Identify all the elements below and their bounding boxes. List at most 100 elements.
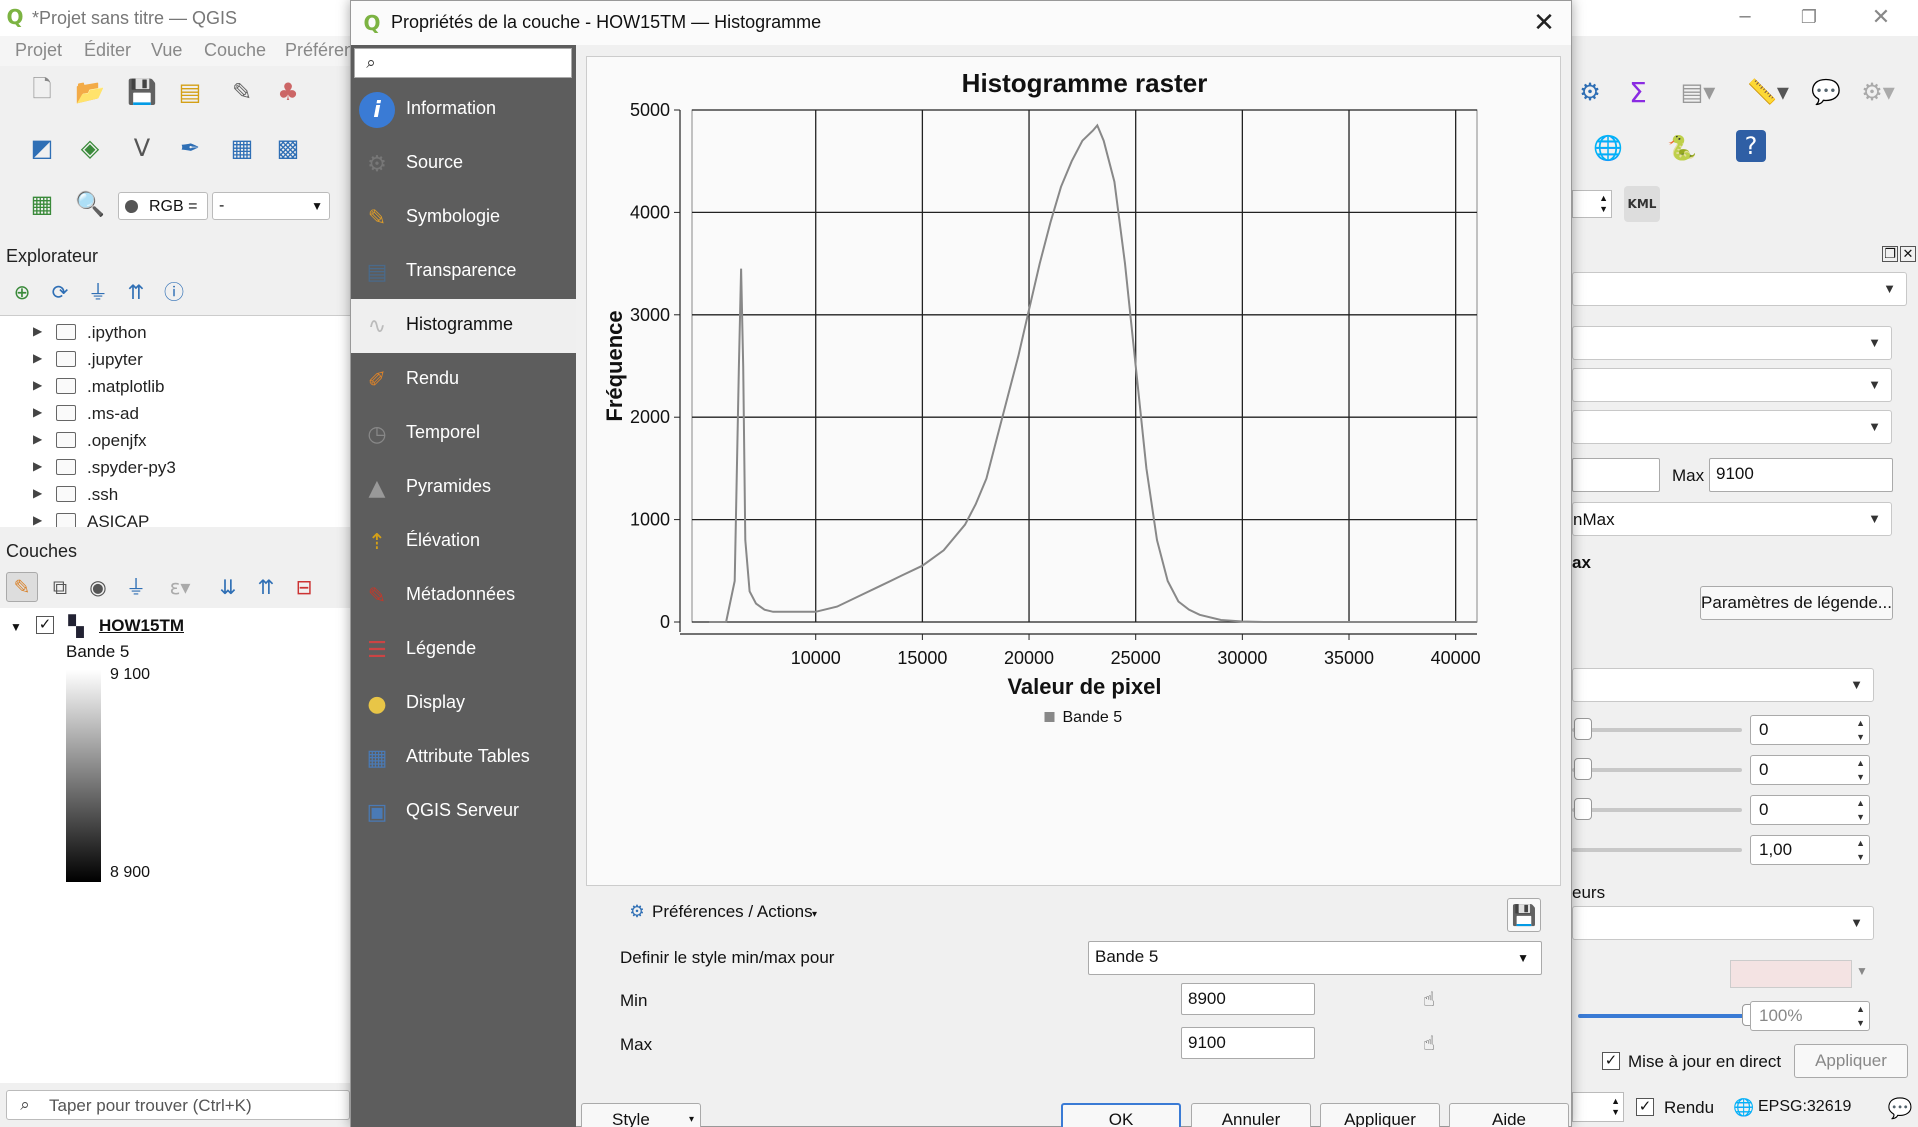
- min-input[interactable]: 8900: [1181, 983, 1315, 1015]
- add-grid-icon[interactable]: ▩: [276, 134, 300, 162]
- explorer-item[interactable]: ▶ .jupyter: [33, 350, 143, 369]
- explorer-item[interactable]: ▶ .matplotlib: [33, 377, 165, 396]
- contrast-knob[interactable]: [1574, 758, 1592, 780]
- max-input[interactable]: 9100: [1181, 1027, 1315, 1059]
- right-max-field[interactable]: 9100: [1709, 458, 1893, 492]
- layer-combo[interactable]: ▼: [1572, 272, 1907, 306]
- filter-icon[interactable]: ⏚: [88, 280, 108, 304]
- hue-combo[interactable]: ▼: [1572, 906, 1874, 940]
- rotation-spin[interactable]: ▲ ▼: [1572, 1092, 1624, 1122]
- rgb-combo[interactable]: RGB =: [118, 192, 208, 220]
- legend-settings-button[interactable]: Paramètres de légende...: [1700, 586, 1893, 620]
- pick-min-hand-icon[interactable]: ☝: [1422, 987, 1436, 1011]
- messages-icon[interactable]: 💬: [1887, 1096, 1913, 1120]
- sidebar-item-temporel[interactable]: ◷ Temporel: [351, 407, 576, 461]
- layer-name[interactable]: HOW15TM: [99, 616, 184, 635]
- chevron-down-icon[interactable]: ▼: [1856, 964, 1868, 978]
- data-source-manager-icon[interactable]: ◩: [30, 134, 54, 162]
- menu-couche[interactable]: Couche: [204, 40, 267, 60]
- explorer-item[interactable]: ▶ .ms-ad: [33, 404, 139, 423]
- kml-icon[interactable]: KML: [1624, 186, 1660, 222]
- measure-icon[interactable]: 📏▾: [1747, 78, 1789, 106]
- filter-legend-icon[interactable]: ⏚: [126, 575, 146, 599]
- renderer-combo[interactable]: ▼: [1572, 326, 1892, 360]
- float-panel-icon[interactable]: ❐: [1882, 246, 1898, 262]
- band-combo[interactable]: ▼: [1572, 368, 1892, 402]
- new-project-icon[interactable]: 🗋: [32, 74, 52, 103]
- expand-arrow-icon[interactable]: ▶: [33, 459, 43, 473]
- right-min-field[interactable]: [1572, 458, 1660, 492]
- gamma-slider[interactable]: [1572, 808, 1742, 812]
- sidebar-item-rendu[interactable]: ✐ Rendu: [351, 353, 576, 407]
- add-raster-icon[interactable]: ◈: [80, 134, 100, 162]
- expand-arrow-icon[interactable]: ▶: [33, 378, 43, 392]
- menu-preferences[interactable]: Préféren: [285, 40, 355, 60]
- brightness-knob[interactable]: [1574, 718, 1592, 740]
- crs-label[interactable]: EPSG:32619: [1758, 1098, 1852, 1115]
- locator-bar[interactable]: ⌕ Taper pour trouver (Ctrl+K): [6, 1090, 350, 1120]
- add-selected-icon[interactable]: ⊕: [13, 280, 31, 304]
- apply-button[interactable]: Appliquer: [1320, 1103, 1440, 1127]
- minmax-combo[interactable]: nMax ▼: [1572, 502, 1892, 536]
- explorer-item[interactable]: ▶ .openjfx: [33, 431, 147, 450]
- filter-expression-icon[interactable]: ε▾: [169, 575, 191, 599]
- brightness-slider[interactable]: [1572, 728, 1742, 732]
- explorer-item[interactable]: ▶ .ipython: [33, 323, 147, 342]
- right-apply-button[interactable]: Appliquer: [1794, 1044, 1908, 1078]
- raster-calculator-icon[interactable]: ▦: [30, 190, 54, 218]
- attribute-table-icon[interactable]: ▤▾: [1680, 78, 1716, 106]
- layout-manager-icon[interactable]: ✎: [231, 78, 253, 106]
- sidebar-item-pyramides[interactable]: ▲ Pyramides: [351, 461, 576, 515]
- sidebar-item-m-tadonn-es[interactable]: ✎ Métadonnées: [351, 569, 576, 623]
- render-checkbox[interactable]: ✓: [1636, 1098, 1654, 1116]
- open-project-icon[interactable]: 📂: [75, 78, 105, 106]
- sidebar-item-transparence[interactable]: ▤ Transparence: [351, 245, 576, 299]
- sidebar-item-information[interactable]: i Information: [351, 83, 576, 137]
- menu-vue[interactable]: Vue: [151, 40, 183, 60]
- gamma-knob[interactable]: [1574, 798, 1592, 820]
- sidebar-item-l-gende[interactable]: ☰ Légende: [351, 623, 576, 677]
- ok-button[interactable]: OK: [1061, 1103, 1181, 1127]
- sidebar-item-symbologie[interactable]: ✎ Symbologie: [351, 191, 576, 245]
- processing-gear-icon[interactable]: ⚙: [1579, 78, 1601, 106]
- zoom-layer-icon[interactable]: 🔍: [75, 190, 105, 218]
- save-project-icon[interactable]: 💾: [127, 78, 157, 106]
- band-select[interactable]: Bande 5 ▼: [1088, 941, 1542, 975]
- live-update-checkbox[interactable]: ✓: [1602, 1052, 1620, 1070]
- expand-arrow-icon[interactable]: ▶: [33, 351, 43, 365]
- sidebar-item-display[interactable]: ● Display: [351, 677, 576, 731]
- explorer-item[interactable]: ▶ .spyder-py3: [33, 458, 176, 477]
- python-icon[interactable]: 🐍: [1667, 134, 1697, 162]
- new-print-layout-icon[interactable]: ▤: [178, 78, 202, 106]
- sidebar-item-attribute-tables[interactable]: ▦ Attribute Tables: [351, 731, 576, 785]
- explorer-item[interactable]: ▶ ASICAP: [33, 512, 150, 527]
- right-spinbox[interactable]: ▲ ▼: [1572, 190, 1612, 218]
- collapse-all-icon[interactable]: ⇈: [127, 280, 145, 304]
- contrast-slider[interactable]: [1572, 768, 1742, 772]
- expand-arrow-icon[interactable]: ▶: [33, 432, 43, 446]
- gamma-slider-2[interactable]: [1572, 848, 1742, 852]
- opacity-spin[interactable]: 100% ▲ ▼: [1750, 1001, 1870, 1031]
- refresh-icon[interactable]: ⟳: [51, 280, 69, 304]
- help-icon[interactable]: ?: [1736, 130, 1766, 162]
- digitize-icon[interactable]: ✒: [179, 134, 201, 162]
- minimize-icon[interactable]: ─: [1739, 7, 1751, 28]
- add-vector-icon[interactable]: V: [133, 134, 151, 162]
- layer-visibility-checkbox[interactable]: ✓: [36, 616, 54, 634]
- preferences-actions-button[interactable]: ⚙ Préférences / Actions ▾: [626, 901, 826, 931]
- annotation-icon[interactable]: 💬: [1811, 78, 1841, 106]
- remove-layer-icon[interactable]: ⊟: [295, 575, 313, 599]
- expand-arrow-icon[interactable]: ▶: [33, 513, 43, 527]
- close-panel-icon[interactable]: ✕: [1900, 246, 1916, 262]
- add-group-icon[interactable]: ⧉: [52, 575, 68, 599]
- menu-projet[interactable]: Projet: [15, 40, 63, 60]
- properties-info-icon[interactable]: ⓘ: [164, 280, 184, 304]
- gamma-spin[interactable]: 1,00 ▲ ▼: [1750, 835, 1870, 865]
- color-picker[interactable]: [1730, 960, 1852, 988]
- sidebar-item-qgis-serveur[interactable]: ▣ QGIS Serveur: [351, 785, 576, 839]
- explorer-item[interactable]: ▶ .ssh: [33, 485, 119, 504]
- cancel-button[interactable]: Annuler: [1191, 1103, 1311, 1127]
- expand-arrow-icon[interactable]: ▶: [33, 324, 43, 338]
- collapse-arrow-icon[interactable]: ▼: [10, 620, 22, 634]
- save-histogram-button[interactable]: 💾: [1507, 898, 1541, 932]
